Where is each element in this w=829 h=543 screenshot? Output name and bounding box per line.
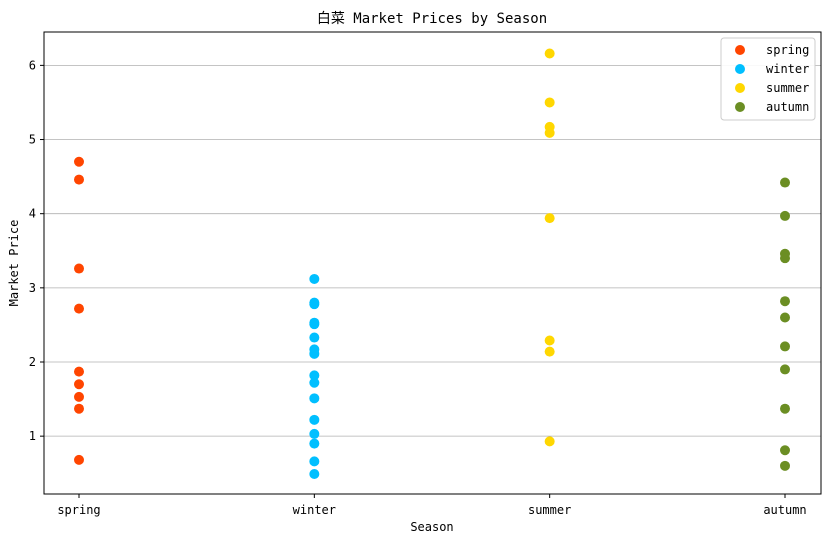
data-point-winter xyxy=(309,456,320,467)
data-point-autumn xyxy=(780,445,790,456)
legend-marker-winter xyxy=(735,64,745,74)
data-point-winter xyxy=(309,393,320,404)
data-point-spring xyxy=(74,403,84,414)
data-point-autumn xyxy=(780,341,790,352)
data-point-summer xyxy=(544,213,555,224)
data-point-autumn xyxy=(780,253,790,264)
data-point-winter xyxy=(309,414,320,425)
data-point-autumn xyxy=(780,296,790,307)
legend-label-summer: summer xyxy=(766,81,809,95)
x-tick-label: autumn xyxy=(763,503,806,517)
y-axis-ticks: 1 2 3 4 5 6 xyxy=(29,58,44,443)
legend-marker-spring xyxy=(735,45,745,55)
data-point-winter xyxy=(309,438,320,449)
chart-title: 白菜 Market Prices by Season xyxy=(317,11,547,27)
data-point-spring xyxy=(74,379,84,390)
data-point-summer xyxy=(544,335,555,346)
x-tick-label: winter xyxy=(293,503,336,517)
y-tick-label: 2 xyxy=(29,355,36,369)
data-point-autumn xyxy=(780,210,790,221)
data-point-autumn xyxy=(780,460,790,471)
data-point-winter xyxy=(309,428,320,439)
legend-label-winter: winter xyxy=(766,62,809,76)
data-point-autumn xyxy=(780,177,790,188)
data-point-winter xyxy=(309,299,320,310)
data-point-summer xyxy=(544,436,555,447)
data-point-summer xyxy=(544,48,555,59)
data-point-spring xyxy=(74,454,84,465)
y-tick-label: 1 xyxy=(29,429,36,443)
x-axis-label: Season xyxy=(410,520,453,534)
data-point-spring xyxy=(74,174,84,185)
data-point-spring xyxy=(74,391,84,402)
legend: spring winter summer autumn xyxy=(720,37,816,121)
legend-label-autumn: autumn xyxy=(766,100,809,114)
data-point-winter xyxy=(309,332,320,343)
legend-marker-summer xyxy=(735,83,745,93)
y-tick-label: 4 xyxy=(29,207,36,221)
data-point-winter xyxy=(309,377,320,388)
data-point-winter xyxy=(309,370,320,381)
y-tick-label: 3 xyxy=(29,281,36,295)
x-tick-label: summer xyxy=(528,503,571,517)
data-point-autumn xyxy=(780,403,790,414)
data-point-summer xyxy=(544,346,555,357)
data-point-summer xyxy=(544,97,555,108)
y-tick-label: 6 xyxy=(29,58,36,72)
data-point-winter xyxy=(309,319,320,330)
legend-label-spring: spring xyxy=(766,43,809,57)
y-axis-label: Market Price xyxy=(7,220,21,307)
data-point-autumn xyxy=(780,364,790,375)
x-tick-label: spring xyxy=(57,503,100,517)
data-point-autumn xyxy=(780,312,790,323)
data-point-winter xyxy=(309,273,320,284)
plot-frame xyxy=(43,31,822,495)
y-tick-label: 5 xyxy=(29,133,36,147)
data-point-spring xyxy=(74,263,84,274)
gridlines xyxy=(44,64,821,437)
data-point-summer xyxy=(544,127,555,138)
data-point-spring xyxy=(74,303,84,314)
legend-marker-autumn xyxy=(735,102,745,112)
data-point-spring xyxy=(74,156,84,167)
legend-box xyxy=(720,37,816,121)
data-point-spring xyxy=(74,366,84,377)
data-point-winter xyxy=(309,348,320,359)
data-point-winter xyxy=(309,468,320,479)
data-points xyxy=(74,48,790,479)
x-axis-ticks: spring winter summer autumn xyxy=(57,494,807,517)
